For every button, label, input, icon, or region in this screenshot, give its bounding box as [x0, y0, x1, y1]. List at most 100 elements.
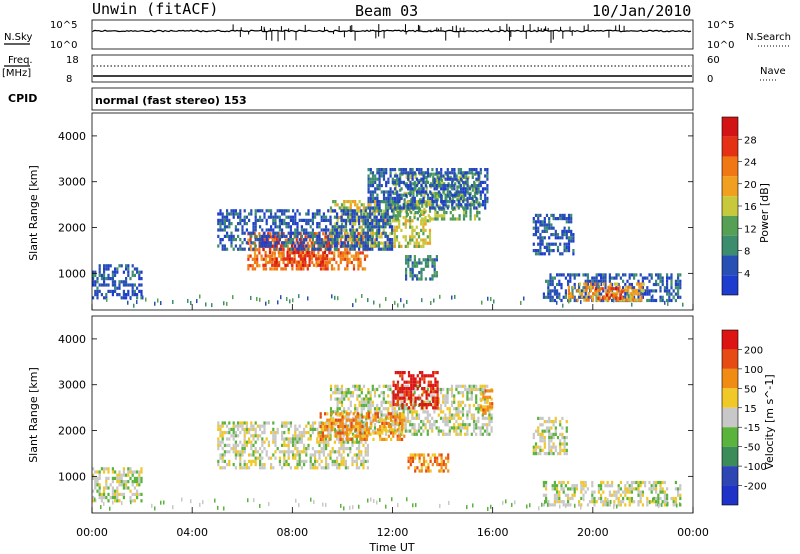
data-cell	[388, 247, 391, 251]
data-cell	[340, 440, 343, 444]
data-cell	[567, 229, 571, 233]
data-cell	[343, 235, 346, 239]
data-cell	[354, 403, 357, 408]
data-cell	[398, 421, 401, 425]
data-cell	[428, 413, 432, 417]
data-cell	[314, 427, 317, 431]
data-cell	[305, 459, 308, 463]
data-cell	[298, 450, 301, 454]
ground-scatter-cell	[682, 302, 684, 307]
data-cell	[378, 200, 381, 204]
data-cell	[318, 247, 321, 251]
data-cell	[425, 188, 428, 192]
data-cell	[366, 231, 369, 235]
data-cell	[580, 503, 583, 507]
data-cell	[670, 279, 673, 283]
data-cell	[565, 448, 568, 452]
data-cell	[363, 257, 367, 261]
data-cell	[565, 436, 568, 440]
data-cell	[447, 469, 450, 473]
data-cell	[263, 466, 266, 470]
data-cell	[241, 427, 244, 431]
data-cell	[442, 400, 445, 404]
data-cell	[343, 203, 346, 207]
data-cell	[458, 214, 461, 218]
data-cell	[572, 285, 575, 289]
data-cell	[371, 190, 375, 194]
data-cell	[413, 187, 416, 191]
data-cell	[380, 171, 383, 175]
data-cell	[273, 260, 276, 265]
data-cell	[133, 293, 136, 297]
data-cell	[436, 463, 439, 467]
data-cell	[457, 400, 460, 404]
data-cell	[479, 180, 482, 184]
data-cell	[554, 217, 557, 221]
data-cell	[387, 425, 390, 429]
data-cell	[324, 244, 327, 249]
data-cell	[326, 260, 329, 265]
data-cell	[103, 280, 106, 284]
data-cell	[293, 260, 296, 264]
data-cell	[480, 408, 483, 412]
data-cell	[475, 184, 478, 188]
data-cell	[262, 263, 265, 267]
data-cell	[343, 407, 346, 411]
data-cell	[565, 429, 568, 433]
data-cell	[362, 421, 365, 425]
data-cell	[272, 434, 275, 438]
data-cell	[317, 431, 320, 435]
data-cell	[327, 453, 330, 457]
data-cell	[385, 184, 388, 188]
data-cell	[387, 384, 390, 388]
data-cell	[415, 413, 418, 417]
data-cell	[351, 234, 354, 238]
data-cell	[354, 410, 357, 414]
data-cell	[367, 410, 370, 414]
data-cell	[292, 437, 295, 441]
data-cell	[466, 387, 469, 392]
data-cell	[369, 222, 372, 226]
data-cell	[465, 214, 468, 218]
data-cell	[429, 182, 433, 186]
data-cell	[582, 484, 585, 488]
data-cell	[281, 437, 284, 441]
data-cell	[250, 424, 253, 428]
data-cell	[562, 295, 565, 299]
data-cell	[318, 463, 321, 467]
data-cell	[98, 264, 101, 268]
data-cell	[486, 196, 489, 200]
data-cell	[541, 239, 544, 243]
data-cell	[426, 174, 430, 178]
data-cell	[409, 429, 412, 433]
data-cell	[473, 203, 476, 207]
data-cell	[455, 387, 458, 392]
data-cell	[345, 410, 348, 414]
data-cell	[292, 450, 295, 454]
data-cell	[565, 452, 568, 456]
data-cell	[327, 234, 330, 238]
data-cell	[411, 235, 414, 239]
data-cell	[541, 429, 544, 433]
data-cell	[434, 380, 437, 384]
data-cell	[341, 421, 344, 425]
data-cell	[411, 264, 414, 268]
data-cell	[611, 276, 614, 280]
data-cell	[287, 443, 290, 447]
data-cell	[436, 217, 439, 221]
data-cell	[541, 423, 544, 427]
data-cell	[328, 241, 331, 245]
data-cell	[273, 267, 276, 271]
data-cell	[412, 377, 415, 381]
data-cell	[437, 190, 441, 194]
data-cell	[336, 219, 339, 223]
data-cell	[545, 245, 549, 249]
data-cell	[296, 437, 299, 441]
data-cell	[573, 295, 576, 299]
data-cell	[362, 222, 365, 226]
data-cell	[455, 413, 458, 417]
data-cell	[415, 190, 419, 194]
data-cell	[219, 238, 222, 242]
data-cell	[299, 257, 302, 261]
data-cell	[428, 419, 432, 424]
